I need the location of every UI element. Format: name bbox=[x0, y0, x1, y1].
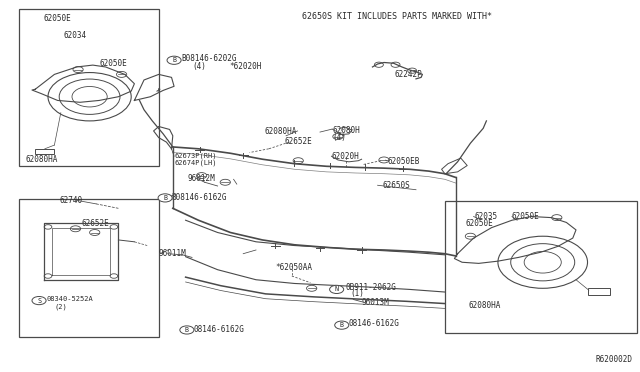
Text: 62050E: 62050E bbox=[44, 14, 71, 23]
Text: 62080HA: 62080HA bbox=[26, 155, 58, 164]
Text: 08340-5252A: 08340-5252A bbox=[46, 296, 93, 302]
Text: 62740: 62740 bbox=[60, 196, 83, 205]
Text: 62080HA: 62080HA bbox=[468, 301, 501, 310]
Text: B: B bbox=[340, 322, 344, 328]
Text: 62050E: 62050E bbox=[99, 59, 127, 68]
Text: *62050AA: *62050AA bbox=[275, 263, 312, 272]
Text: B: B bbox=[185, 327, 189, 333]
Text: 62673P(RH): 62673P(RH) bbox=[174, 152, 216, 159]
Bar bbox=[588, 288, 610, 295]
Circle shape bbox=[32, 296, 46, 305]
Text: 0B911-2062G: 0B911-2062G bbox=[346, 283, 396, 292]
Circle shape bbox=[167, 56, 181, 64]
Bar bbox=[35, 149, 54, 154]
Text: 62652E: 62652E bbox=[285, 137, 312, 146]
Text: 96011M: 96011M bbox=[159, 249, 186, 258]
Text: S: S bbox=[37, 298, 41, 304]
Circle shape bbox=[180, 326, 194, 334]
Text: 62650S: 62650S bbox=[383, 181, 410, 190]
Text: 62035: 62035 bbox=[475, 212, 498, 221]
Text: 96012M: 96012M bbox=[188, 174, 215, 183]
Circle shape bbox=[158, 194, 172, 202]
Text: 62080HA: 62080HA bbox=[264, 127, 297, 136]
Text: 08146-6162G: 08146-6162G bbox=[349, 319, 399, 328]
Text: 62034: 62034 bbox=[64, 31, 87, 40]
Circle shape bbox=[330, 285, 344, 294]
Text: 62242P: 62242P bbox=[395, 70, 422, 79]
Text: 62652E: 62652E bbox=[82, 219, 109, 228]
Text: 08146-6162G: 08146-6162G bbox=[193, 325, 244, 334]
Text: (2): (2) bbox=[54, 304, 67, 310]
Text: 62080H: 62080H bbox=[333, 126, 360, 135]
Text: R620002D: R620002D bbox=[595, 355, 632, 364]
Text: (1): (1) bbox=[351, 289, 365, 298]
Circle shape bbox=[335, 321, 349, 329]
Text: (4): (4) bbox=[192, 62, 206, 71]
Text: 62020H: 62020H bbox=[332, 152, 359, 161]
Text: 62650S KIT INCLUDES PARTS MARKED WITH*: 62650S KIT INCLUDES PARTS MARKED WITH* bbox=[302, 12, 492, 21]
Text: 62050EB: 62050EB bbox=[388, 157, 420, 166]
Text: 62674P(LH): 62674P(LH) bbox=[174, 159, 216, 166]
Text: B08146-6162G: B08146-6162G bbox=[172, 193, 227, 202]
Text: 62050E: 62050E bbox=[512, 212, 540, 221]
Text: *62020H: *62020H bbox=[229, 62, 262, 71]
Text: B: B bbox=[163, 195, 167, 201]
Text: B08146-6202G: B08146-6202G bbox=[181, 54, 237, 63]
Bar bbox=[19, 199, 159, 337]
Bar bbox=[19, 9, 159, 166]
Bar bbox=[445, 201, 637, 333]
Text: B: B bbox=[172, 57, 176, 63]
Text: N: N bbox=[335, 286, 339, 292]
Text: (4): (4) bbox=[333, 133, 347, 142]
Text: 96013M: 96013M bbox=[362, 298, 389, 307]
Text: 62050E: 62050E bbox=[466, 219, 493, 228]
